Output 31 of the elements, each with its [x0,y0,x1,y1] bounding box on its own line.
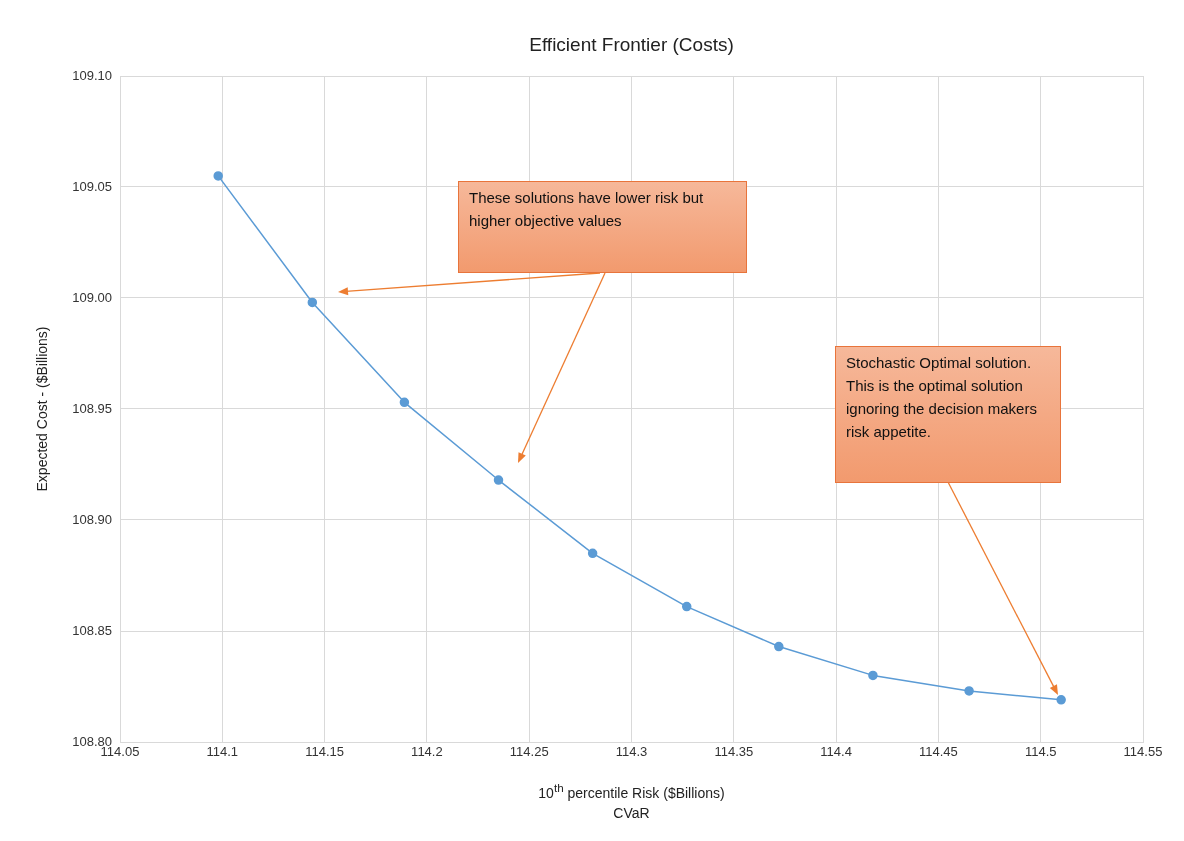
point [681,601,692,612]
point [774,641,784,652]
x-tick-label: 114.1 [206,744,239,760]
y-tick-label: 108.85 [72,622,112,638]
callout-box: Stochastic Optimal solution. This is the optimal solution ignoring the decision makers risk appetite. [835,346,1061,483]
y-tick-label: 108.95 [72,400,112,416]
point [399,397,410,408]
point [868,670,878,681]
x-tick-label: 114.55 [1123,744,1163,760]
y-tick-label: 108.90 [72,511,112,527]
x-tick-label: 114.35 [714,744,754,760]
x-tick-label: 114.15 [305,744,344,760]
callout-box: These solutions have lower risk but higher objective values [458,181,747,273]
point [1056,695,1066,705]
x-tick-label: 114.45 [919,744,958,760]
x-tick-label: 114.3 [615,744,648,760]
x-tick-label: 114.2 [411,744,443,760]
y-axis-title: Expected Cost - ($Billions) [34,326,50,492]
x-tick-label: 114.4 [820,744,852,760]
point [587,548,598,559]
point [307,297,318,308]
x-tick-label: 114.5 [1024,744,1057,760]
y-tick-label: 109.10 [72,67,112,83]
x-axis-title: 10$^{th}$ percentile Risk ($Billions) CVaR [538,780,725,823]
point [213,171,223,181]
point [493,475,504,485]
y-tick-label: 109.00 [72,289,112,305]
y-tick-label: 109.05 [72,178,112,194]
point [964,686,974,696]
x-tick-label: 114.25 [509,744,549,760]
chart-title: Efficient Frontier (Costs) [529,34,734,56]
